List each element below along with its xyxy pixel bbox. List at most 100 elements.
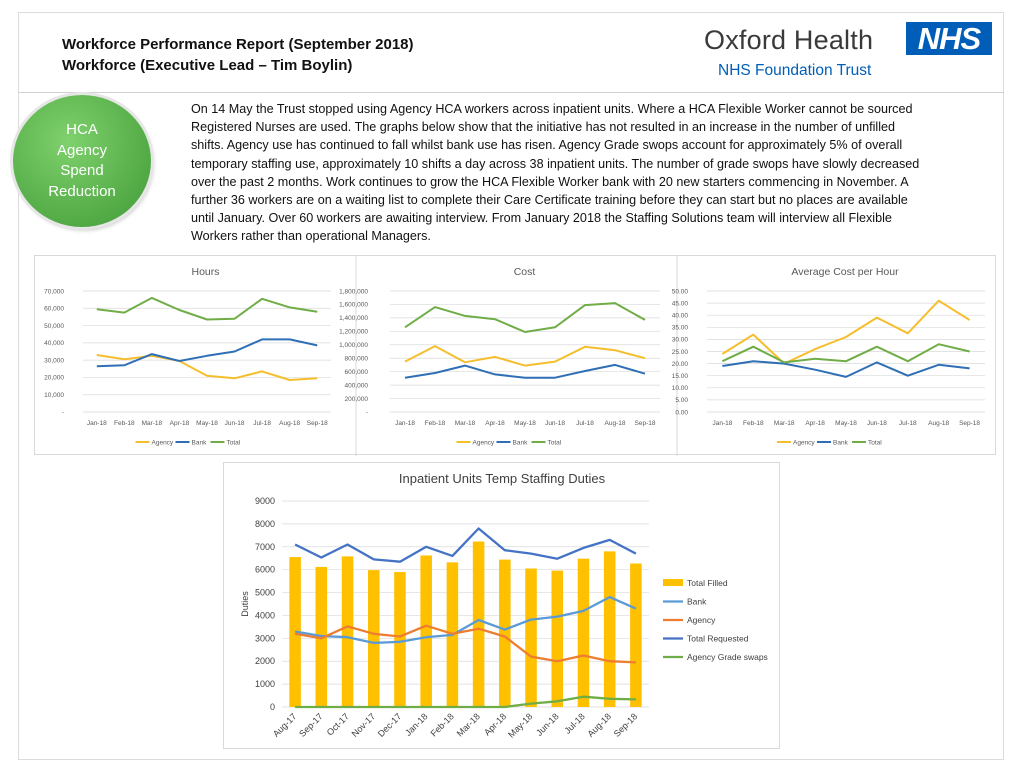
x-tick-label: Mar-18 [455, 420, 476, 427]
y-tick-label: 15.00 [672, 373, 689, 380]
staffing-duties-svg: Inpatient Units Temp Staffing Duties Duti… [240, 471, 768, 740]
legend-label: Total [868, 440, 882, 447]
intro-line: over the past 2 months. Work continues t… [191, 174, 909, 189]
x-tick-label: Mar-18 [455, 711, 482, 738]
y-tick-label: 0 [270, 702, 275, 712]
small-chart-2: Average Cost per Hour 50.00 45.00 40.00 35.0… [672, 256, 985, 456]
oxford-health-logo: Oxford Health NHS NHS Foundation Trust [700, 20, 996, 84]
small-charts-panel: Hours 70,000 60,000 50,000 40,000 30,000 20,00… [34, 255, 996, 456]
legend-label: Total Requested [687, 634, 749, 644]
bar-total-filled [577, 558, 590, 707]
x-tick-label: Apr-18 [805, 420, 825, 427]
legend-label: Agency Grade swaps [687, 652, 768, 662]
x-tick-label: Jun-18 [225, 420, 245, 427]
x-tick-label: Sep-18 [959, 420, 980, 427]
series-line-agency [404, 345, 646, 367]
badge-line: HCA [66, 121, 98, 138]
y-tick-label: 200,000 [345, 396, 369, 403]
y-tick-label: 70,000 [44, 288, 64, 295]
series-line-agency [721, 299, 971, 365]
bar-total-filled [525, 568, 537, 707]
y-tick-label: 30,000 [44, 357, 64, 364]
y-tick-label: 800,000 [345, 356, 369, 363]
logo-name: Oxford Health [704, 25, 874, 55]
y-tick-label: 5.00 [675, 397, 688, 404]
series-line-total [404, 302, 646, 333]
intro-line: shifts. Agency use has continued to fall… [191, 138, 903, 153]
chart-title: Average Cost per Hour [791, 266, 899, 278]
header-divider [19, 92, 1004, 93]
bar-total-filled [630, 563, 642, 707]
y-tick-label: 0.00 [675, 409, 688, 416]
y-tick-label: 1,200,000 [339, 329, 368, 336]
y-tick-label: 10.00 [672, 385, 689, 392]
intro-line: Registered Nurses are used. The graphs b… [191, 120, 896, 135]
intro-line: further 36 workers are on a waiting list… [191, 193, 908, 208]
y-tick-label: 600,000 [345, 369, 369, 376]
bar-total-filled [341, 556, 354, 707]
y-tick-label: 40.00 [672, 313, 689, 320]
x-tick-label: Feb-18 [429, 711, 456, 738]
y-tick-label: 35.00 [672, 325, 689, 332]
x-tick-label: Jul-18 [899, 420, 917, 427]
hca-agency-badge: HCA Agency Spend Reduction [13, 95, 151, 227]
series-line-agency [96, 354, 318, 381]
y-tick-label: 45.00 [672, 300, 689, 307]
x-tick-label: Jun-18 [534, 711, 561, 738]
report-title-line2: Workforce (Executive Lead – Tim Boylin) [62, 57, 353, 74]
legend-label: Bank [687, 597, 707, 607]
y-tick-label: 400,000 [345, 382, 369, 389]
x-tick-label: Apr-18 [485, 420, 505, 427]
y-tick-label: 7000 [255, 542, 275, 552]
bar-total-filled [367, 570, 380, 707]
x-tick-label: Sep-18 [635, 420, 656, 427]
series-line-agency [294, 624, 636, 664]
x-tick-label: Feb-18 [114, 420, 135, 427]
series-line-total [96, 296, 318, 321]
y-tick-label: 50,000 [44, 323, 64, 330]
y-tick-label: 1,400,000 [339, 315, 368, 322]
x-tick-label: Dec-17 [376, 711, 404, 739]
legend-swatch [663, 579, 683, 586]
y-tick-label: 30.00 [672, 337, 689, 344]
intro-line: temporary staffing use, approximately 10… [191, 156, 920, 171]
x-tick-label: Feb-18 [743, 420, 764, 427]
x-tick-label: Nov-17 [350, 711, 378, 739]
y-tick-label: 50.00 [672, 288, 689, 295]
report-title: Workforce Performance Report (September … [62, 34, 414, 76]
legend-label: Agency [473, 440, 495, 447]
series-line-bank [722, 360, 970, 378]
series-line-bank [96, 338, 318, 368]
x-tick-label: May-18 [506, 711, 534, 739]
x-tick-label: Sep-18 [307, 420, 328, 427]
y-tick-label: 6000 [255, 565, 275, 575]
series-line-agency-grade-swaps [295, 695, 636, 709]
staffing-duties-panel: Inpatient Units Temp Staffing Duties Duti… [223, 462, 780, 749]
y-tick-label: 2000 [255, 656, 275, 666]
legend-label: Agency [793, 440, 815, 447]
chart-title: Hours [191, 266, 219, 278]
small-chart-1: Cost 1,800,000 1,600,000 1,400,000 1,200,000… [339, 256, 660, 456]
badge-line: Agency [56, 141, 108, 159]
x-tick-label: Feb-18 [425, 420, 446, 427]
x-tick-label: Aug-18 [928, 420, 949, 427]
y-axis-label: Duties [240, 591, 250, 617]
legend-label: Total [227, 440, 241, 447]
legend-label: Total [548, 440, 562, 447]
bar-total-filled [394, 571, 406, 707]
x-tick-label: May-18 [196, 420, 218, 427]
legend-label: Agency [687, 615, 716, 625]
x-tick-label: Apr-18 [170, 420, 190, 427]
y-tick-label: 10,000 [44, 392, 64, 399]
y-tick-label: 60,000 [44, 306, 64, 313]
y-tick-label: 20.00 [672, 361, 689, 368]
y-tick-label: 25.00 [672, 349, 689, 356]
logo-subtitle: NHS Foundation Trust [718, 62, 872, 79]
bar-total-filled [603, 551, 616, 707]
y-tick-label: - [366, 409, 368, 416]
slide-frame [18, 12, 1004, 760]
y-tick-label: 1,000,000 [339, 342, 368, 349]
badge-text: HCA Agency Spend Reduction [13, 120, 151, 202]
x-tick-label: Sep-18 [612, 711, 640, 739]
series-line-bank [294, 595, 637, 645]
